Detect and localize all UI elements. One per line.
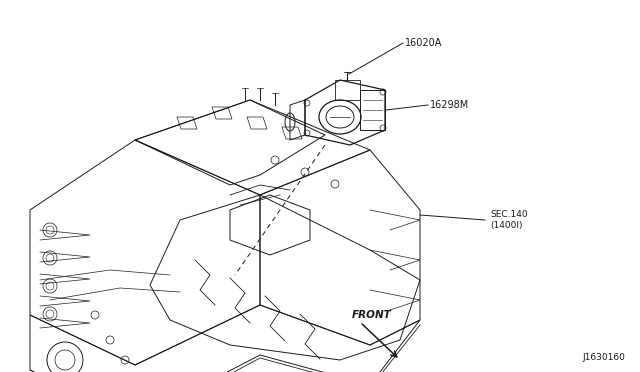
Text: FRONT: FRONT: [352, 310, 392, 320]
Text: J1630160: J1630160: [582, 353, 625, 362]
Text: 16020A: 16020A: [405, 38, 442, 48]
Text: SEC.140
(1400I): SEC.140 (1400I): [490, 210, 527, 230]
Text: 16298M: 16298M: [430, 100, 469, 110]
